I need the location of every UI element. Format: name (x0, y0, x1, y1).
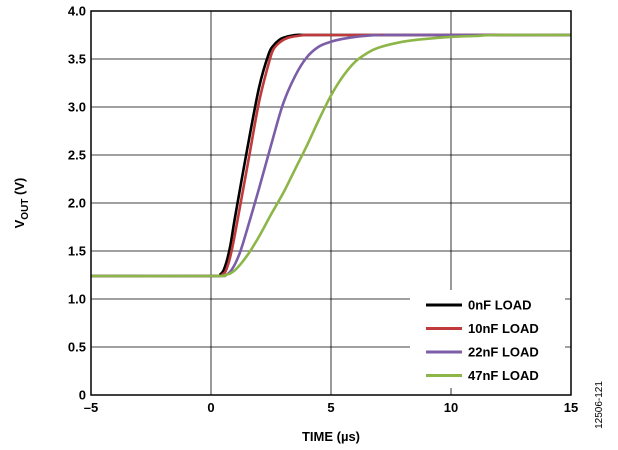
legend-label-2: 10nF LOAD (468, 321, 539, 336)
series-line-3 (90, 33, 571, 278)
legend: 0nF LOAD 10nF LOAD 22nF LOAD 47nF LOAD (410, 290, 565, 388)
x-tick-label: 0 (207, 400, 214, 415)
legend-label-3: 22nF LOAD (468, 345, 539, 360)
y-tick-label: 2.0 (68, 196, 86, 211)
legend-label-4: 47nF LOAD (468, 368, 539, 383)
y-tick-label: 0.5 (68, 340, 86, 355)
y-tick-label: 1.5 (68, 244, 86, 259)
series-line-4 (90, 33, 572, 278)
y-tick-label: 3.0 (68, 100, 86, 115)
legend-label-1: 0nF LOAD (468, 298, 532, 313)
x-tick-label: 5 (327, 400, 334, 415)
y-axis-title-rest: (V) (12, 178, 27, 199)
y-axis-title-main: V (12, 219, 27, 228)
figure-id: 12506-121 (594, 381, 605, 429)
y-tick-label: 4.0 (68, 4, 86, 19)
x-axis-title: TIME (µs) (302, 429, 360, 444)
x-tick-labels: –5 0 5 10 15 (84, 400, 578, 415)
x-tick-label: 10 (444, 400, 458, 415)
y-tick-label: 1.0 (68, 292, 86, 307)
series-line-2 (90, 33, 571, 278)
y-axis-title: VOUT (V) (12, 178, 31, 229)
y-tick-label: 0 (79, 388, 86, 403)
x-tick-label: 15 (564, 400, 578, 415)
x-tick-label: –5 (84, 400, 98, 415)
y-tick-labels: 0 0.5 1.0 1.5 2.0 2.5 3.0 3.5 4.0 (68, 4, 86, 403)
y-tick-label: 3.5 (68, 52, 86, 67)
y-axis-title-subscript: OUT (20, 199, 31, 220)
series-group (90, 33, 572, 278)
y-tick-label: 2.5 (68, 148, 86, 163)
plot-frame (90, 10, 572, 396)
